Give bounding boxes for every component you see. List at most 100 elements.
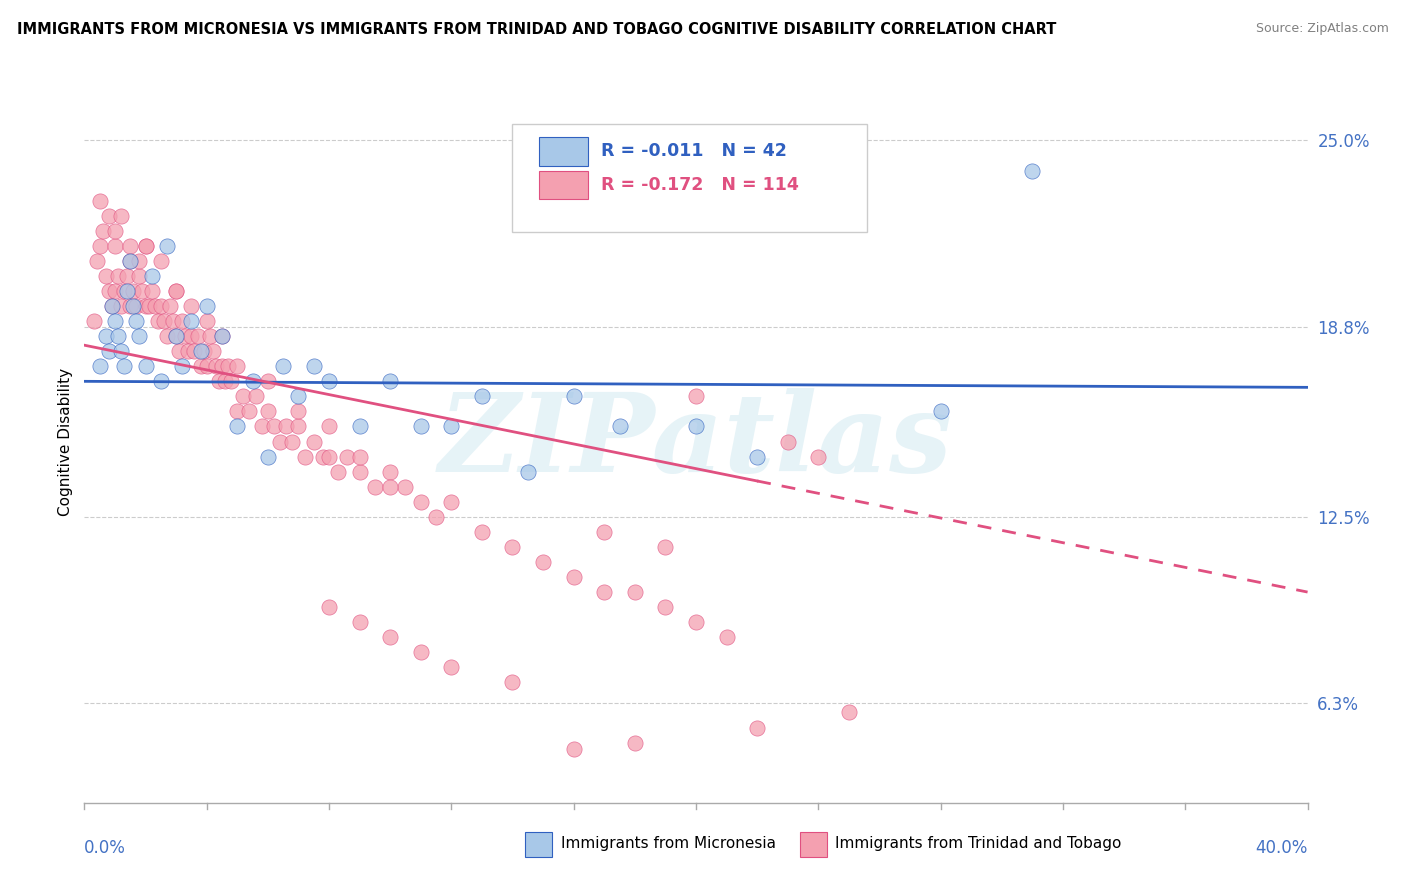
Point (302, 359, 325, 374)
Point (135, 299, 157, 313)
Point (143, 299, 166, 313)
Point (211, 329, 233, 343)
Point (205, 359, 228, 374)
Point (165, 284, 187, 298)
Point (195, 299, 218, 313)
Point (146, 314, 169, 328)
Point (440, 419, 463, 434)
Point (208, 375, 231, 389)
Point (318, 600, 340, 615)
Point (135, 359, 157, 374)
Point (409, 419, 432, 434)
Point (531, 555, 554, 569)
Point (83, 314, 105, 328)
Point (190, 344, 212, 359)
Point (174, 329, 197, 343)
Point (349, 419, 371, 434)
Point (153, 314, 176, 328)
Point (125, 314, 148, 328)
Bar (524, 831, 551, 857)
Point (502, 675, 524, 690)
Point (685, 419, 707, 434)
Point (226, 404, 249, 418)
Point (271, 359, 294, 374)
Point (167, 344, 190, 359)
Point (135, 239, 157, 253)
Point (211, 329, 233, 343)
Point (193, 344, 215, 359)
Point (219, 375, 242, 389)
Point (97, 284, 120, 298)
Point (747, 450, 769, 464)
Point (149, 254, 172, 268)
Point (172, 314, 194, 328)
Point (516, 465, 538, 479)
Point (593, 524, 616, 539)
Point (502, 540, 524, 554)
Point (115, 284, 138, 298)
Point (135, 239, 157, 253)
Point (112, 284, 135, 298)
Point (128, 268, 150, 283)
Text: R = -0.011   N = 42: R = -0.011 N = 42 (600, 142, 786, 160)
Point (257, 404, 280, 418)
Point (156, 239, 179, 253)
Text: 0.0%: 0.0% (84, 838, 127, 857)
Point (91, 224, 114, 238)
Text: R = -0.172   N = 114: R = -0.172 N = 114 (600, 176, 799, 194)
Point (165, 329, 187, 343)
Point (250, 419, 273, 434)
Text: Immigrants from Micronesia: Immigrants from Micronesia (561, 837, 776, 852)
Point (328, 465, 350, 479)
Point (94, 329, 117, 343)
Point (287, 419, 309, 434)
Point (238, 404, 260, 418)
Point (104, 224, 127, 238)
Point (128, 329, 150, 343)
Point (217, 359, 239, 374)
Text: IMMIGRANTS FROM MICRONESIA VS IMMIGRANTS FROM TRINIDAD AND TOBAGO COGNITIVE DISA: IMMIGRANTS FROM MICRONESIA VS IMMIGRANTS… (17, 22, 1056, 37)
Point (89, 194, 111, 208)
Point (162, 314, 184, 328)
Point (562, 570, 585, 584)
Point (685, 615, 707, 630)
Point (929, 404, 952, 418)
Point (156, 329, 179, 343)
Point (380, 630, 402, 644)
Point (257, 375, 280, 389)
Point (104, 239, 127, 253)
Point (101, 299, 124, 313)
Point (120, 239, 142, 253)
Point (180, 314, 202, 328)
Point (110, 344, 132, 359)
Point (141, 268, 163, 283)
Point (562, 741, 585, 756)
Point (104, 284, 127, 298)
Point (624, 735, 647, 749)
Point (122, 299, 145, 313)
Point (128, 254, 150, 268)
Point (186, 329, 208, 343)
Point (201, 344, 224, 359)
Point (838, 706, 860, 720)
Point (257, 450, 280, 464)
Point (654, 600, 676, 615)
Point (112, 359, 135, 374)
FancyBboxPatch shape (513, 124, 868, 232)
Point (97, 209, 120, 223)
Point (747, 721, 769, 735)
Point (318, 450, 340, 464)
Point (120, 254, 142, 268)
Point (149, 299, 172, 313)
Point (716, 630, 738, 644)
Point (336, 450, 359, 464)
Point (180, 329, 202, 343)
Point (318, 419, 340, 434)
Point (380, 465, 402, 479)
Point (97, 344, 120, 359)
Point (120, 299, 142, 313)
Point (440, 660, 463, 674)
Point (195, 314, 218, 328)
Text: Immigrants from Trinidad and Tobago: Immigrants from Trinidad and Tobago (835, 837, 1122, 852)
Point (107, 268, 129, 283)
